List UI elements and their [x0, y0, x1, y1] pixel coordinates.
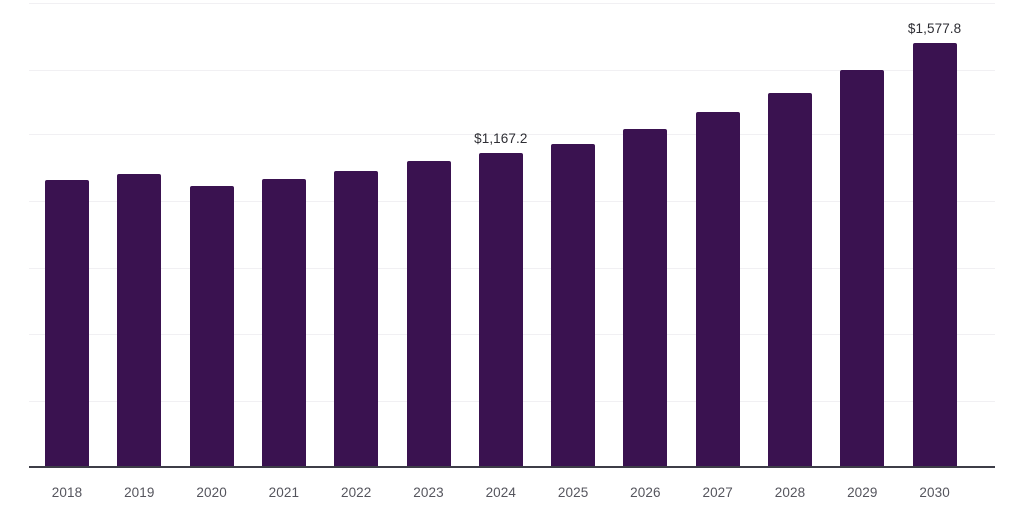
bar-2021[interactable]	[261, 178, 306, 467]
x-axis-label-2019: 2019	[124, 485, 155, 500]
bar-2029[interactable]	[840, 69, 885, 467]
bar-2025[interactable]	[551, 144, 596, 467]
bar-2020[interactable]	[189, 185, 234, 467]
bar-2024[interactable]	[478, 153, 523, 467]
bar-2019[interactable]	[117, 173, 162, 467]
x-axis-label-2025: 2025	[557, 485, 589, 500]
x-axis-label-2024: 2024	[485, 485, 517, 500]
x-axis-label-2023: 2023	[413, 485, 444, 500]
plot-area: $1,167.2 $1,577.8	[29, 0, 995, 467]
bar-2030[interactable]	[912, 43, 957, 467]
x-axis-label-2021: 2021	[268, 485, 300, 500]
gridline	[29, 70, 995, 71]
x-axis-label-2030: 2030	[919, 485, 950, 500]
gridline	[29, 134, 995, 135]
bar-value-label-2024: $1,167.2	[474, 131, 528, 147]
bar-2028[interactable]	[768, 93, 812, 467]
x-axis-label-2026: 2026	[630, 485, 661, 500]
bar-2026[interactable]	[623, 129, 668, 467]
bar-2018[interactable]	[45, 179, 89, 467]
bar-value-label-2030: $1,577.8	[907, 21, 962, 37]
x-axis-label-2018: 2018	[51, 485, 83, 500]
x-axis-label-2029: 2029	[847, 485, 878, 500]
x-axis-label-2020: 2020	[196, 485, 227, 500]
x-axis-label-2028: 2028	[774, 485, 806, 500]
x-axis-label-2027: 2027	[702, 485, 733, 500]
bar-2023[interactable]	[406, 161, 451, 467]
bar-2022[interactable]	[334, 171, 379, 467]
x-axis-label-2022: 2022	[340, 485, 372, 500]
bar-2027[interactable]	[695, 112, 740, 467]
gridline	[29, 3, 995, 4]
x-axis-line	[29, 466, 995, 468]
